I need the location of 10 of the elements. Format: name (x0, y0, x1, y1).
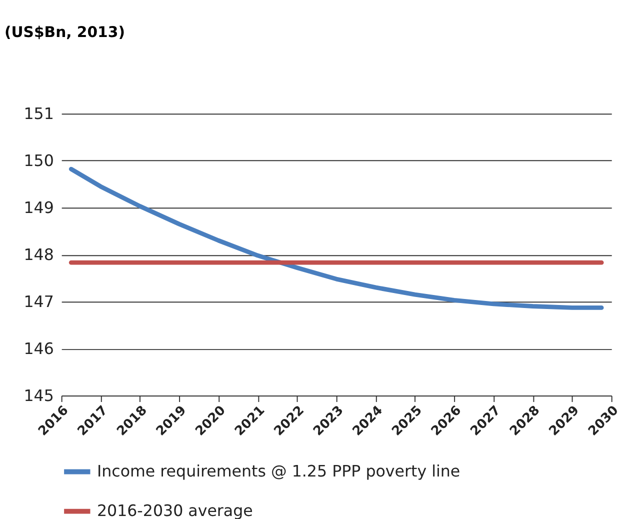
y-axis-title: (US$Bn, 2013) (4, 24, 125, 41)
line-series (68, 166, 604, 310)
legend-label: Income requirements @ 1.25 PPP poverty line (96, 462, 460, 481)
y-tick-label: 146 (24, 339, 54, 358)
y-tick-label: 151 (24, 104, 54, 124)
y-tick-label: 149 (24, 198, 54, 218)
y-tick-label: 145 (24, 386, 54, 405)
y-tick-label: 147 (24, 292, 54, 312)
y-tick-label: 148 (24, 245, 54, 264)
y-tick-label: 150 (24, 151, 54, 170)
